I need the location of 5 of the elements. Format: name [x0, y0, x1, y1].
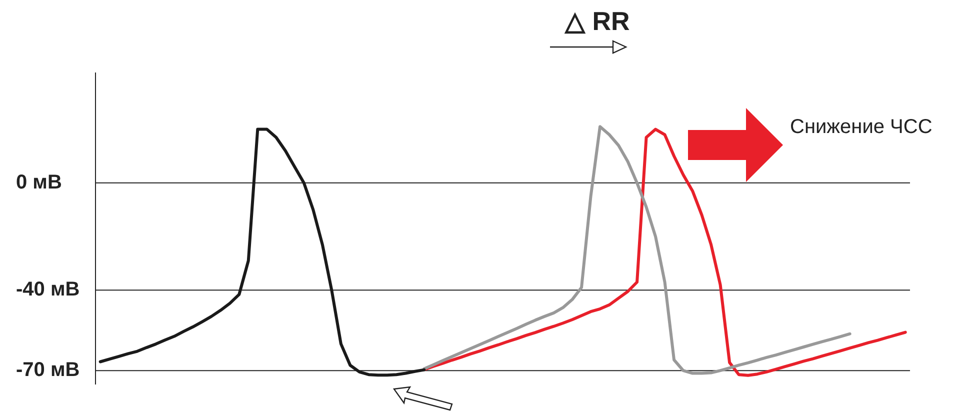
y-tick-label: 0 мВ	[16, 171, 62, 194]
annotation: Снижение ЧСС	[790, 116, 932, 139]
y-tick-label: -40 мВ	[16, 278, 80, 301]
text: △ RR	[565, 6, 630, 37]
y-tick-label: -70 мВ	[16, 359, 80, 382]
